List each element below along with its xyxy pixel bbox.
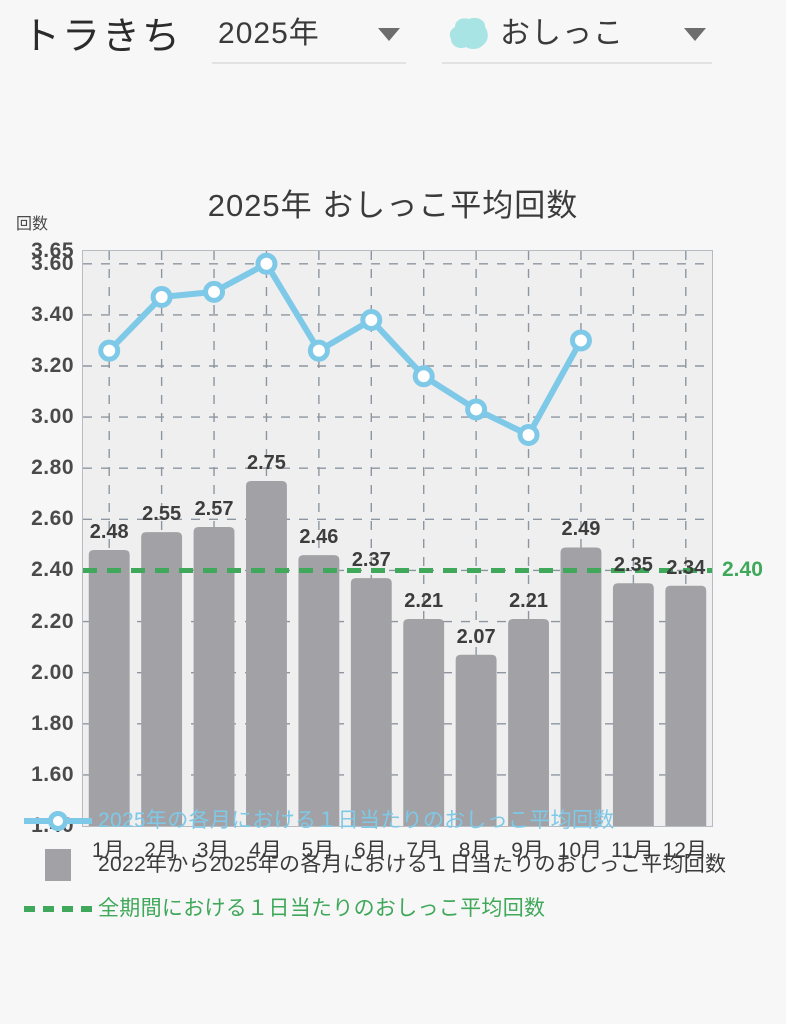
y-axis-tick-label: 1.80 bbox=[31, 711, 74, 735]
bar-value-label: 2.21 bbox=[404, 590, 444, 612]
x-axis-tick-label: 12月 bbox=[662, 839, 707, 862]
plot-area bbox=[82, 250, 713, 827]
x-axis-tick-label: 11月 bbox=[610, 839, 654, 862]
chevron-down-icon bbox=[684, 27, 707, 41]
legend-label-line: 2025年の各月における１日当たりのおしっこ平均回数 bbox=[98, 809, 615, 832]
x-axis-ticks: 1月 2月 3月 4月 5月 6月 7月 8月 9月 10月 11月 12月 bbox=[82, 834, 713, 868]
year-selector[interactable]: 2025年 bbox=[212, 14, 407, 64]
y-axis-ticks: 3.65 3.60 3.40 3.20 3.00 2.80 2.60 2.40 2.20 2.00… bbox=[0, 239, 74, 837]
bar-value-label: 2.57 bbox=[194, 498, 234, 520]
x-axis-tick-label: 10月 bbox=[557, 839, 603, 862]
app-header: トラきち 2025年 おしっこ bbox=[0, 0, 786, 82]
legend-item-bar[interactable]: 2022年から2025年の各月における１日当たりのおしっこ平均回数 bbox=[18, 849, 768, 881]
bar-value-label: 2.07 bbox=[456, 625, 496, 648]
y-axis-tick-label: 3.65 bbox=[31, 239, 74, 262]
x-axis-tick-label: 1月 bbox=[91, 839, 125, 862]
x-axis-tick-label: 2月 bbox=[144, 839, 177, 862]
pet-name: トラきち bbox=[22, 16, 183, 58]
average-line-label: 2.40 bbox=[722, 558, 763, 582]
year-selector-value: 2025年 bbox=[218, 17, 320, 50]
y-axis-tick-label: 2.40 bbox=[31, 558, 74, 582]
y-axis-tick-label: 3.40 bbox=[31, 302, 74, 326]
pee-blob-icon bbox=[449, 17, 488, 50]
y-axis-tick-label: 3.20 bbox=[31, 354, 74, 377]
bar-value-label: 2.48 bbox=[89, 521, 129, 543]
y-axis-tick-label: 3.00 bbox=[31, 405, 74, 429]
x-axis-tick-label: 6月 bbox=[353, 839, 387, 862]
y-axis-tick-label: 2.60 bbox=[31, 507, 74, 531]
y-axis-tick-label: 1.60 bbox=[31, 762, 74, 786]
category-selector-value: おしっこ bbox=[500, 17, 625, 50]
chevron-down-icon bbox=[378, 27, 401, 41]
bar-value-label: 2.21 bbox=[509, 590, 548, 612]
chart-title: 2025年 おしっこ平均回数 bbox=[207, 188, 579, 223]
x-axis-tick-label: 7月 bbox=[406, 839, 440, 862]
category-selector[interactable]: おしっこ bbox=[442, 14, 713, 64]
line-marker-icon bbox=[18, 806, 98, 836]
bar-value-label: 2.75 bbox=[246, 452, 286, 474]
legend-label-bar: 2022年から2025年の各月における１日当たりのおしっこ平均回数 bbox=[98, 853, 727, 876]
y-axis-unit-label: 回数 bbox=[16, 216, 49, 233]
dashed-line-marker-icon bbox=[18, 894, 98, 924]
bar-value-label: 2.55 bbox=[142, 503, 182, 526]
chart-container: 2025年 おしっこ平均回数 回数 3.65 3.60 3.40 3.20 3.00 2.… bbox=[0, 82, 786, 862]
bar-value-label: 2.49 bbox=[561, 518, 601, 541]
x-axis-tick-label: 4月 bbox=[249, 839, 282, 862]
square-marker-icon bbox=[18, 849, 98, 881]
y-axis-tick-label: 2.80 bbox=[31, 456, 74, 480]
bar-value-label: 2.34 bbox=[666, 556, 706, 579]
chart-legend: 2025年の各月における１日当たりのおしっこ平均回数 2022年から2025年の… bbox=[0, 806, 786, 938]
legend-item-line[interactable]: 2025年の各月における１日当たりのおしっこ平均回数 bbox=[18, 806, 768, 836]
legend-label-average: 全期間における１日当たりのおしっこ平均回数 bbox=[98, 897, 546, 920]
y-axis-tick-label: 2.20 bbox=[31, 609, 74, 633]
x-axis-tick-label: 3月 bbox=[196, 839, 230, 862]
legend-item-average[interactable]: 全期間における１日当たりのおしっこ平均回数 bbox=[18, 894, 768, 924]
y-axis-tick-label: 2.00 bbox=[31, 660, 74, 684]
bar-value-label: 2.35 bbox=[613, 554, 653, 577]
x-axis-tick-label: 9月 bbox=[511, 839, 544, 862]
x-axis-tick-label: 5月 bbox=[301, 839, 335, 862]
x-axis-tick-label: 8月 bbox=[458, 839, 492, 862]
y-axis-tick-label: 3.60 bbox=[31, 251, 74, 275]
bar-value-label: 2.46 bbox=[299, 526, 339, 549]
bar-value-label: 2.37 bbox=[351, 549, 391, 572]
